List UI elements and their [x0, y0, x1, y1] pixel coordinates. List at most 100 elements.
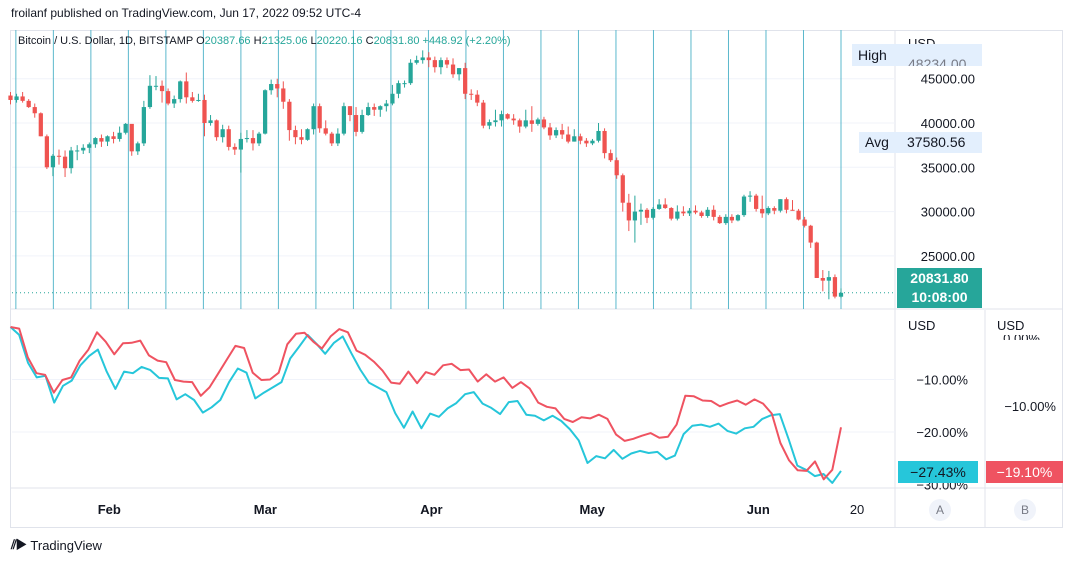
candle-body	[62, 156, 68, 169]
candle-body	[469, 93, 474, 95]
candle-body	[366, 107, 371, 116]
candle-body	[638, 209, 644, 212]
candle-body	[644, 209, 650, 218]
candle-body	[778, 199, 783, 211]
candle-body	[305, 129, 310, 140]
time-axis-label: Mar	[254, 502, 277, 517]
candle-body	[262, 90, 268, 134]
candle-body	[766, 208, 771, 214]
candle-body	[135, 143, 140, 152]
candle-body	[238, 138, 243, 150]
perf-tick-label-b-partial: 0.00%	[1003, 331, 1040, 346]
candle-body	[269, 84, 274, 91]
candle-body	[723, 216, 728, 224]
candle-body	[281, 88, 286, 102]
open-label: O	[196, 35, 205, 47]
candle-body	[317, 106, 322, 129]
perf-axis-b-currency: USD	[997, 318, 1024, 333]
candle-body	[547, 127, 553, 136]
candle-body	[650, 208, 656, 218]
candle-body	[657, 204, 662, 209]
time-axis-label: May	[580, 502, 606, 517]
footer: ⫽▶ TradingView	[11, 537, 102, 553]
candle-body	[456, 68, 462, 75]
candle-body	[808, 225, 813, 243]
candle-body	[38, 113, 43, 137]
candle-body	[754, 195, 759, 209]
candle-body	[596, 130, 601, 141]
candle-body	[299, 137, 304, 140]
candle-body	[14, 96, 19, 100]
candle-body	[335, 133, 340, 144]
candle-body	[760, 208, 765, 214]
perf-axis-a-currency: USD	[908, 318, 935, 333]
candle-body	[838, 292, 844, 297]
candle-body	[141, 107, 146, 144]
candle-body	[226, 129, 231, 147]
candle-body	[353, 115, 359, 132]
symbol-label[interactable]: Bitcoin / U.S. Dollar, 1D, BITSTAMP	[18, 35, 194, 47]
candle-body	[323, 128, 328, 134]
candle-body	[832, 277, 838, 297]
scale-a-button[interactable]: A	[929, 499, 951, 521]
price-tick-label: 35000.00	[921, 160, 975, 175]
avg-tag-value: 37580.56	[907, 134, 966, 150]
candle-body	[705, 209, 710, 216]
candle-body	[26, 100, 31, 108]
candle-body	[578, 136, 583, 141]
candle-body	[487, 122, 492, 126]
candle-body	[772, 208, 777, 211]
candle-body	[420, 57, 425, 61]
candle-body	[202, 99, 207, 123]
candle-body	[275, 84, 280, 89]
candle-body	[56, 155, 62, 157]
high-tag: High 48234.00	[852, 44, 982, 66]
candle-body	[802, 219, 807, 226]
candle-body	[711, 209, 716, 217]
candle-body	[790, 209, 795, 211]
tradingview-logo-icon: ⫽▶	[11, 537, 27, 552]
candle-body	[172, 99, 177, 104]
high-tag-value: 48234.00	[908, 56, 967, 66]
candle-body	[414, 60, 419, 63]
candle-body	[669, 208, 674, 219]
candle-body	[626, 202, 631, 221]
high-value: 21325.06	[261, 35, 308, 47]
candle-body	[590, 140, 595, 144]
perf-tick-label-b: −10.00%	[1004, 399, 1056, 414]
perf-tick-label-a: −10.00%	[916, 373, 968, 388]
candle-body	[153, 85, 159, 87]
time-axis-label: 20	[850, 502, 864, 517]
series-a-value-tag: −27.43%	[898, 461, 978, 483]
last-price-value: 20831.80	[910, 270, 969, 286]
candle-body	[572, 136, 577, 142]
candle-body	[250, 138, 256, 144]
candle-body	[826, 277, 831, 281]
candle-body	[735, 215, 741, 221]
candle-body	[693, 210, 698, 213]
low-value: 20220.16	[316, 35, 363, 47]
candle-body	[178, 81, 183, 100]
candle-body	[287, 101, 292, 131]
candle-body	[20, 96, 25, 101]
series-b-value-tag: −19.10%	[986, 461, 1063, 483]
candle-body	[372, 107, 377, 110]
candle-body	[184, 81, 189, 98]
candle-body	[347, 106, 353, 116]
candle-body	[244, 138, 250, 140]
scale-b-button[interactable]: B	[1014, 499, 1036, 521]
footer-brand[interactable]: TradingView	[30, 537, 102, 553]
candle-body	[608, 153, 613, 161]
avg-tag-label: Avg	[865, 134, 889, 150]
candle-body	[614, 160, 619, 176]
close-label: C	[365, 35, 374, 47]
candle-body	[481, 102, 486, 126]
candle-body	[820, 278, 825, 281]
candle-body	[396, 83, 401, 94]
candle-body	[293, 130, 298, 138]
candle-body	[123, 123, 128, 133]
candle-body	[378, 106, 383, 110]
bar-countdown: 10:08:00	[911, 289, 968, 305]
price-tick-label: 25000.00	[921, 249, 975, 264]
perf-tick-label-a: −20.00%	[916, 425, 968, 440]
